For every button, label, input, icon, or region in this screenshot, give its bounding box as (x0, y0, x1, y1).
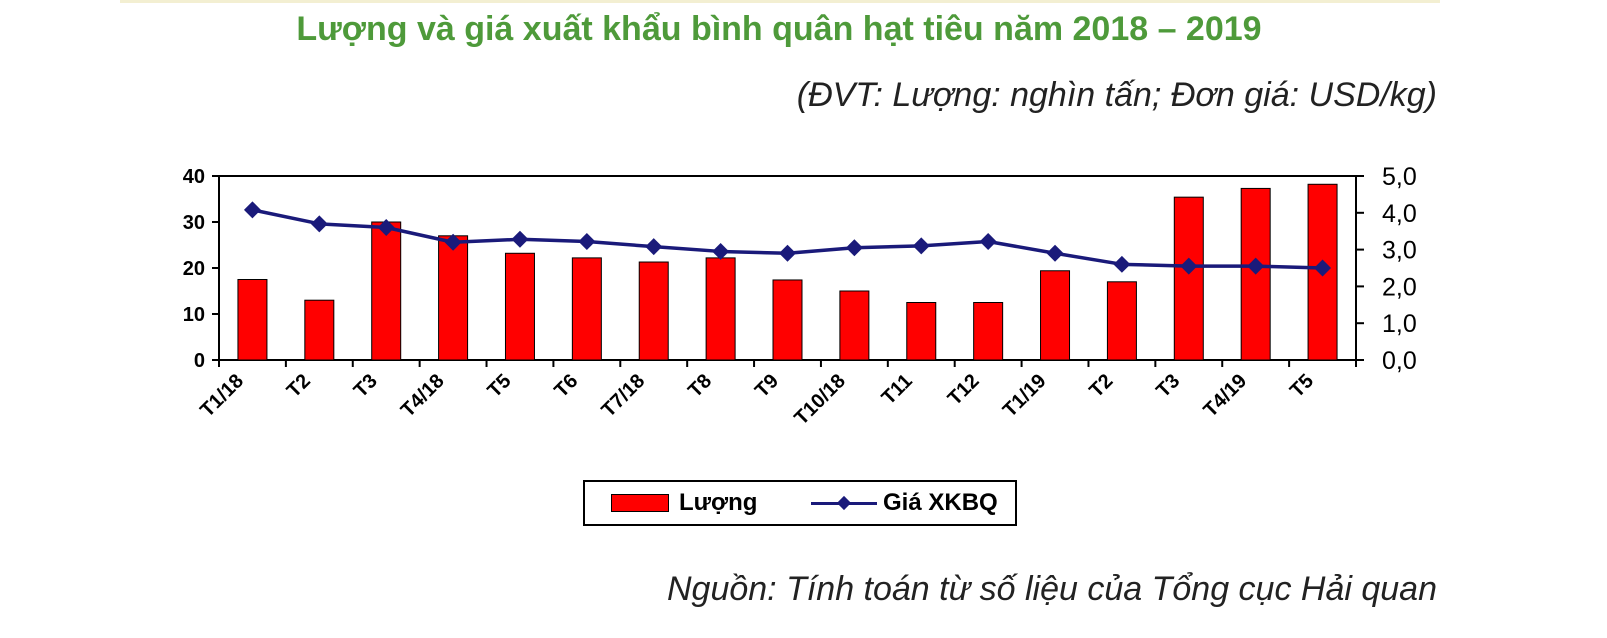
bar (438, 235, 469, 361)
x-tick-label: T4/19 (1199, 370, 1251, 422)
bar (304, 299, 335, 361)
legend-line-swatch (811, 495, 877, 511)
price-point (511, 230, 529, 248)
legend-bar-swatch (611, 494, 669, 512)
x-tick-label: T2 (1085, 370, 1117, 402)
bar (371, 221, 402, 361)
x-tick-label: T8 (684, 370, 716, 402)
price-point (243, 201, 261, 219)
price-point (845, 239, 863, 257)
price-point (979, 233, 997, 250)
legend-label-bar: Lượng (679, 489, 758, 516)
x-tick-label: T4/18 (397, 370, 449, 422)
bar (1106, 281, 1137, 361)
bar (638, 261, 669, 361)
legend-label-line: Giá XKBQ (883, 489, 998, 516)
price-point (779, 244, 796, 262)
bar (1040, 270, 1071, 361)
y-right-tick-label: 0,0 (1382, 347, 1417, 375)
price-point (578, 233, 596, 250)
x-tick-label: T2 (283, 370, 315, 402)
x-tick-label: T1/18 (196, 370, 248, 422)
bar (973, 302, 1004, 361)
price-point (310, 215, 328, 233)
source-note: Nguồn: Tính toán từ số liệu của Tổng cục… (666, 570, 1437, 608)
y-left-tick-label: 20 (183, 258, 205, 280)
bar (504, 252, 535, 361)
x-tick-label: T9 (751, 370, 783, 402)
chart: T1/18 T2 T3 T4/18 T5 T6 T7/18 T8 T9 T10/18 T11 T12 T… (183, 163, 1417, 430)
bar (705, 257, 736, 361)
y-right-tick-label: 5,0 (1382, 163, 1417, 191)
y-right-tick-label: 2,0 (1382, 273, 1417, 301)
x-tick-label: T3 (1152, 370, 1184, 402)
x-tick-label: T11 (878, 370, 917, 409)
chart-title: Lượng và giá xuất khẩu bình quân hạt tiê… (296, 10, 1262, 48)
price-point (1046, 244, 1064, 262)
chart-legend: Lượng Giá XKBQ (583, 480, 1017, 526)
bar (839, 290, 870, 361)
x-tick-label: T12 (944, 370, 984, 410)
price-point (1113, 255, 1131, 273)
unit-note: (ĐVT: Lượng: nghìn tấn; Đơn giá: USD/kg) (796, 76, 1437, 114)
x-tick-label: T10/18 (790, 370, 850, 430)
y-right-tick-label: 1,0 (1382, 310, 1417, 338)
price-point (444, 233, 462, 251)
bar (237, 279, 268, 361)
x-tick-label: T6 (550, 370, 582, 402)
price-point (645, 238, 663, 256)
price-point (712, 242, 730, 260)
x-tick-label: T3 (350, 370, 382, 402)
price-point (912, 237, 930, 255)
x-tick-label: T1/19 (999, 370, 1051, 422)
y-left-tick-label: 0 (194, 350, 205, 372)
y-left-tick-label: 30 (183, 212, 205, 234)
price-point (377, 219, 395, 237)
bar (1173, 196, 1204, 361)
legend-item-bar: Lượng (611, 482, 757, 524)
x-tick-label: T5 (483, 370, 515, 402)
legend-item-line: Giá XKBQ (811, 482, 998, 524)
x-tick-label: T7/18 (598, 370, 650, 422)
y-right-tick-label: 3,0 (1382, 237, 1417, 265)
x-tick-label: T5 (1286, 370, 1318, 402)
top-rule (120, 0, 1440, 3)
y-left-tick-label: 10 (183, 304, 205, 326)
y-right-tick-label: 4,0 (1382, 200, 1417, 228)
bar (571, 257, 602, 361)
bar (906, 302, 937, 361)
y-left-tick-label: 40 (183, 166, 205, 188)
bar (772, 279, 803, 361)
